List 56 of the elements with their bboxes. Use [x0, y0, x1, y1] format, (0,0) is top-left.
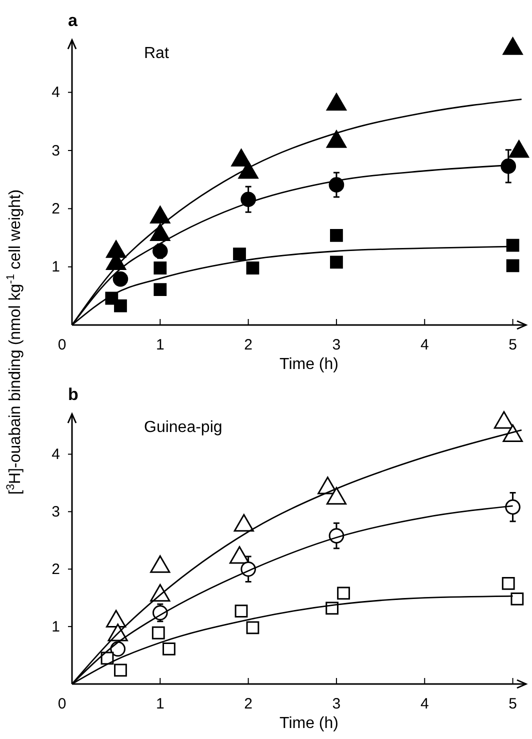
point — [154, 262, 167, 274]
x-axis-title: Time (h) — [280, 356, 338, 373]
x-axis-title: Time (h) — [280, 715, 338, 732]
y-tick-label: 2 — [52, 560, 60, 578]
point — [152, 243, 168, 259]
y-tick-label: 1 — [52, 258, 60, 276]
y-tick-label: 1 — [52, 618, 60, 636]
y-tick-label: 3 — [52, 503, 60, 520]
chart-title: a — [68, 11, 78, 30]
chart-subtitle: Guinea-pig — [144, 419, 222, 436]
x-tick-label: 1 — [156, 696, 164, 713]
point — [330, 228, 343, 242]
point — [502, 37, 523, 55]
x-tick-label: 5 — [508, 696, 517, 713]
x-tick-label: 3 — [332, 336, 341, 354]
point — [240, 192, 256, 208]
point — [506, 259, 520, 272]
point — [326, 486, 347, 505]
y-tick-label: 3 — [52, 142, 60, 160]
x-tick-label: 5 — [508, 336, 517, 354]
point — [337, 586, 350, 600]
point — [154, 283, 167, 296]
x-tick-label: 1 — [156, 336, 164, 354]
x-tick-label: 4 — [420, 696, 429, 713]
point — [510, 592, 524, 606]
point — [506, 238, 520, 252]
point — [112, 271, 128, 287]
x-tick-label: 0 — [58, 336, 66, 354]
chart-subtitle: Rat — [144, 45, 170, 62]
point — [508, 140, 530, 158]
point — [152, 626, 165, 640]
point — [233, 248, 246, 260]
point — [502, 577, 515, 590]
point — [114, 664, 127, 677]
point — [326, 130, 347, 148]
point — [246, 621, 260, 634]
x-tick-label: 0 — [58, 696, 66, 713]
point — [330, 256, 343, 269]
point — [234, 604, 248, 618]
point — [246, 262, 260, 274]
point — [114, 299, 127, 312]
point — [326, 93, 347, 111]
x-tick-label: 2 — [244, 336, 252, 354]
point — [502, 424, 523, 442]
x-tick-label: 2 — [244, 696, 252, 713]
x-tick-label: 3 — [332, 696, 341, 713]
point — [234, 514, 254, 532]
point — [494, 411, 514, 429]
x-tick-label: 4 — [420, 336, 429, 354]
point — [162, 642, 176, 656]
point — [238, 161, 258, 179]
y-tick-label: 4 — [52, 446, 60, 464]
y-tick-label: 4 — [52, 84, 60, 102]
point — [328, 177, 344, 192]
chart-title: b — [68, 385, 78, 404]
y-tick-label: 2 — [52, 200, 60, 218]
